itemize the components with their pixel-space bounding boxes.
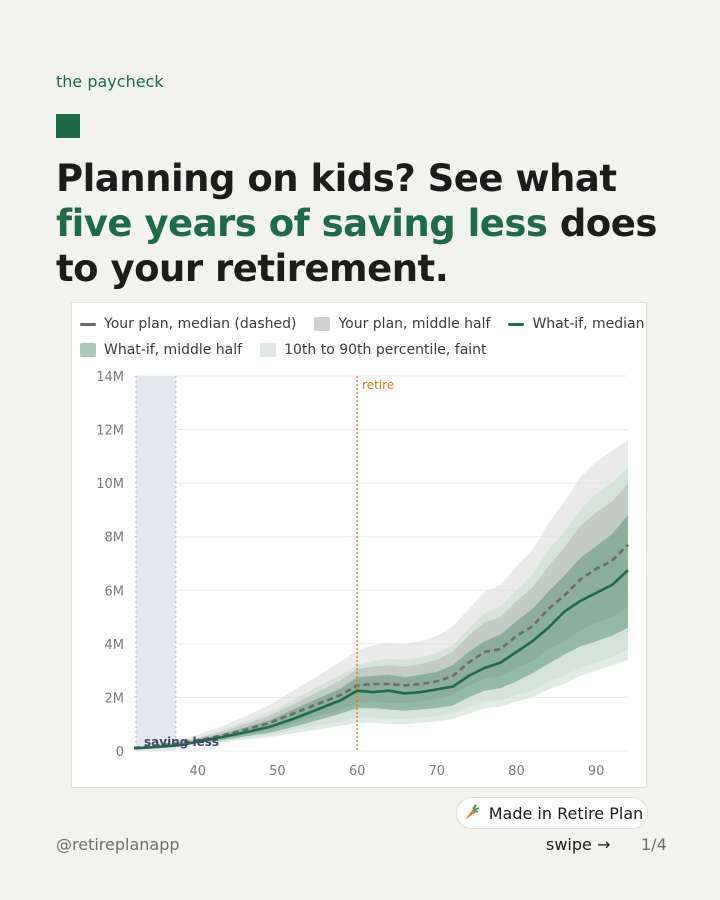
y-tick-label: 12M — [96, 424, 124, 439]
legend-row: Your plan, median (dashed) Your plan, mid… — [80, 311, 645, 337]
legend-swatch — [508, 322, 525, 326]
x-tick-label: 70 — [429, 764, 446, 779]
carrot-icon — [464, 804, 480, 820]
page-indicator: 1/4 — [641, 835, 667, 854]
made-in-badge[interactable]: Made in Retire Plan — [456, 797, 648, 829]
x-tick-label: 40 — [189, 764, 206, 779]
your-plan-median-line — [133, 543, 629, 750]
y-tick-label: 2M — [105, 691, 125, 706]
retire-label: retire — [362, 378, 394, 392]
legend-swatch — [80, 322, 96, 326]
y-tick-label: 0 — [116, 745, 124, 760]
saving-less-label: saving less — [144, 735, 219, 749]
y-tick-label: 10M — [96, 477, 124, 492]
headline: Planning on kids? See what five years of… — [56, 156, 676, 291]
headline-accent: five years of saving less — [56, 202, 548, 245]
x-tick-label: 60 — [349, 764, 366, 779]
legend-label: What-if, median — [532, 316, 645, 332]
x-tick-label: 90 — [588, 764, 605, 779]
brand-label: the paycheck — [56, 72, 164, 91]
social-handle[interactable]: @retireplanapp — [56, 835, 180, 854]
legend-label: Your plan, middle half — [338, 316, 491, 332]
legend-label: 10th to 90th percentile, faint — [284, 342, 487, 358]
saving-less-span — [136, 376, 176, 751]
legend-item: Your plan, middle half — [314, 316, 490, 332]
legend-label: What-if, middle half — [104, 342, 243, 358]
y-tick-label: 4M — [105, 638, 125, 653]
retirement-chart: 0 2M 4M 6M 8M 10M 12M 14M 40 50 60 70 80 90 retire savi… — [96, 370, 629, 779]
headline-part1: Planning on kids? See what — [56, 157, 617, 200]
legend-item: 10th to 90th percentile, faint — [260, 342, 487, 358]
swipe-hint[interactable]: swipe → — [546, 835, 611, 854]
chart-card: Your plan, median (dashed) Your plan, mid… — [71, 302, 647, 788]
y-tick-label: 6M — [105, 584, 125, 599]
legend-item: What-if, middle half — [80, 342, 242, 358]
x-tick-label: 50 — [269, 764, 286, 779]
legend-swatch — [80, 343, 96, 357]
chart-legend: Your plan, median (dashed) Your plan, mid… — [80, 311, 645, 363]
legend-row: What-if, middle half 10th to 90th percent… — [80, 337, 640, 363]
legend-item: What-if, median — [508, 316, 645, 332]
legend-item: Your plan, median (dashed) — [80, 316, 296, 332]
y-tick-label: 14M — [96, 370, 124, 385]
badge-label: Made in Retire Plan — [488, 803, 644, 823]
legend-swatch — [260, 343, 277, 357]
legend-swatch — [314, 317, 331, 331]
legend-label: Your plan, median (dashed) — [104, 316, 297, 332]
brand-square — [56, 114, 80, 138]
what-if-median-line — [133, 569, 629, 750]
x-tick-label: 80 — [508, 764, 525, 779]
headline-part2: does to your retirement. — [56, 202, 657, 290]
y-tick-label: 8M — [105, 531, 125, 546]
what-if-middle-half-band — [134, 515, 628, 749]
